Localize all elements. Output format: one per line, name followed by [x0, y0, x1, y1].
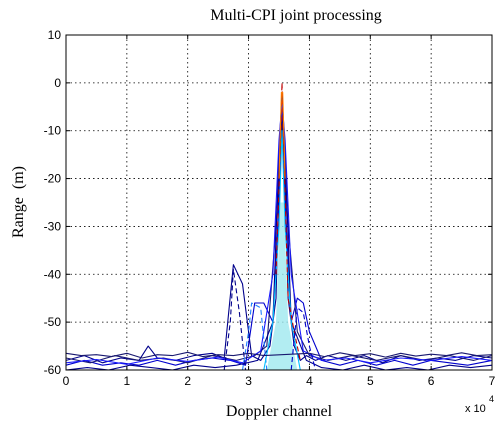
x-exponent-power: 4 — [489, 394, 494, 404]
plot-frame — [65, 34, 493, 371]
x-tick-label: 3 — [245, 374, 252, 388]
fill-layer — [266, 202, 298, 370]
peak-fill — [266, 202, 298, 370]
x-tick-label: 7 — [489, 374, 495, 388]
series-line-9 — [275, 82, 301, 361]
y-axis-label: Range (m) — [10, 166, 27, 238]
series-layer — [65, 82, 493, 371]
x-axis-label: Doppler channel — [226, 403, 333, 420]
series-line-6 — [223, 268, 247, 371]
y-tick-label: 10 — [48, 28, 62, 42]
y-tick-label: -10 — [44, 124, 62, 138]
x-tick-label: 6 — [428, 374, 435, 388]
x-exponent-label: x 10 — [465, 403, 486, 415]
y-tick-label: -30 — [44, 219, 62, 233]
x-tick-label: 4 — [306, 374, 313, 388]
y-tick-label: 0 — [54, 76, 61, 90]
series-line-8 — [263, 130, 301, 371]
series-line-12 — [65, 351, 493, 359]
series-line-7 — [241, 302, 268, 371]
x-tick-label: 1 — [124, 374, 131, 388]
x-tick-label: 2 — [184, 374, 191, 388]
series-line-10 — [278, 91, 286, 179]
y-tick-label: -50 — [44, 315, 62, 329]
y-tick-label: -20 — [44, 172, 62, 186]
x-tick-label: 0 — [63, 374, 70, 388]
y-tick-label: -40 — [44, 267, 62, 281]
chart-title: Multi-CPI joint processing — [210, 7, 382, 24]
x-tick-label: 5 — [367, 374, 374, 388]
y-tick-label: -60 — [44, 363, 62, 377]
tick-layer: 0 1 2 3 4 5 6 7 10 0 -10 -20 -30 -40 -50 -60 — [44, 28, 495, 388]
